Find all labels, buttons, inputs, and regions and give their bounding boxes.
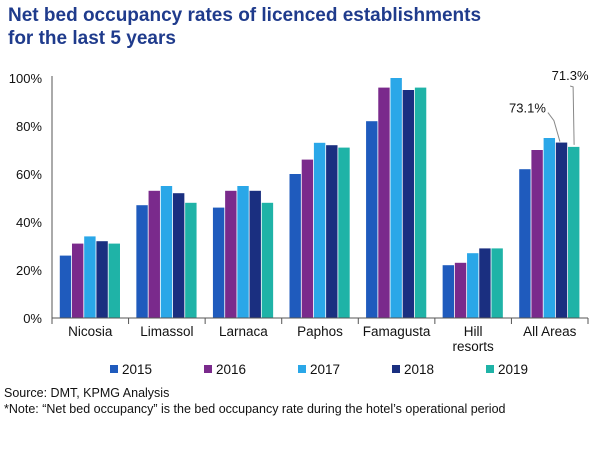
x-tick-label: resorts	[453, 339, 495, 354]
bar-2019-hill-resorts	[491, 248, 503, 318]
bar-2017-larnaca	[237, 186, 249, 318]
bar-2018-larnaca	[249, 190, 261, 318]
bar-2019-paphos	[338, 147, 350, 318]
x-tick-label: Nicosia	[68, 324, 113, 339]
legend-label-2017: 2017	[310, 362, 340, 377]
bar-2019-all-areas	[568, 146, 580, 318]
legend-swatch-2015	[110, 365, 118, 373]
bar-2015-larnaca	[212, 207, 225, 318]
chart-title-line-2: for the last 5 years	[8, 28, 176, 49]
bar-2016-hill-resorts	[454, 262, 467, 318]
bar-2019-famagusta	[414, 87, 427, 318]
annotation-2019: 71.3%	[552, 68, 589, 83]
y-tick-label: 80%	[16, 119, 42, 134]
bar-2018-famagusta	[402, 90, 415, 318]
bar-2018-nicosia	[96, 241, 108, 318]
legend-label-2016: 2016	[216, 362, 246, 377]
x-tick-label: Famagusta	[363, 324, 431, 339]
bar-2016-paphos	[301, 159, 314, 318]
y-tick-label: 0%	[23, 311, 42, 326]
bar-chart: 0% 20% 40% 60% 80% 100% Nicosia Limassol Larnaca…	[9, 68, 589, 377]
annotation-2018: 73.1%	[509, 101, 546, 116]
bar-2015-all-areas	[519, 169, 531, 318]
legend-swatch-2019	[486, 365, 494, 373]
bar-2016-all-areas	[531, 150, 543, 318]
annotation-leader-2019	[569, 85, 575, 145]
legend-swatch-2016	[204, 365, 212, 373]
bar-2019-limassol	[185, 202, 197, 318]
y-tick-label: 60%	[16, 167, 42, 182]
bar-2018-hill-resorts	[479, 248, 491, 318]
bar-2017-all-areas	[543, 138, 556, 318]
bar-2018-all-areas	[555, 142, 568, 318]
bar-2015-hill-resorts	[442, 265, 455, 318]
x-tick-label: Paphos	[297, 324, 343, 339]
bar-2019-larnaca	[261, 202, 274, 318]
bar-2017-nicosia	[84, 236, 96, 318]
bar-2016-larnaca	[225, 190, 237, 318]
bar-2017-limassol	[160, 186, 173, 318]
bar-2019-nicosia	[108, 243, 120, 318]
legend-label-2019: 2019	[498, 362, 528, 377]
bar-2015-famagusta	[366, 121, 378, 318]
annotation-leader-2018	[547, 112, 561, 142]
bar-2017-hill-resorts	[467, 253, 479, 318]
legend-label-2018: 2018	[404, 362, 434, 377]
legend-label-2015: 2015	[122, 362, 152, 377]
bar-2015-nicosia	[59, 255, 72, 318]
bar-2018-limassol	[172, 193, 185, 318]
x-tick-label: Larnaca	[219, 324, 268, 339]
legend-swatch-2017	[298, 365, 306, 373]
y-tick-label: 100%	[9, 71, 43, 86]
x-tick-label: All Areas	[523, 324, 577, 339]
bar-2017-paphos	[313, 142, 326, 318]
bar-2017-famagusta	[390, 78, 402, 318]
bar-2016-famagusta	[378, 87, 390, 318]
y-tick-label: 40%	[16, 215, 42, 230]
chart-title: Net bed occupancy rates of licenced esta…	[8, 4, 568, 50]
bar-2015-paphos	[289, 174, 301, 318]
bar-2015-limassol	[136, 205, 148, 318]
bar-2018-paphos	[326, 145, 338, 318]
x-tick-label: Hill	[464, 324, 483, 339]
chart-title-line-1: Net bed occupancy rates of licenced esta…	[8, 5, 482, 26]
chart-footer: Source: DMT, KPMG Analysis *Note: “Net b…	[4, 385, 596, 417]
x-tick-label: Limassol	[140, 324, 193, 339]
source-note: Source: DMT, KPMG Analysis	[4, 386, 170, 400]
y-tick-label: 20%	[16, 263, 42, 278]
bar-2016-nicosia	[71, 243, 84, 318]
definition-note: *Note: “Net bed occupancy” is the bed oc…	[4, 402, 506, 416]
legend-swatch-2018	[392, 365, 400, 373]
bar-2016-limassol	[148, 190, 160, 318]
